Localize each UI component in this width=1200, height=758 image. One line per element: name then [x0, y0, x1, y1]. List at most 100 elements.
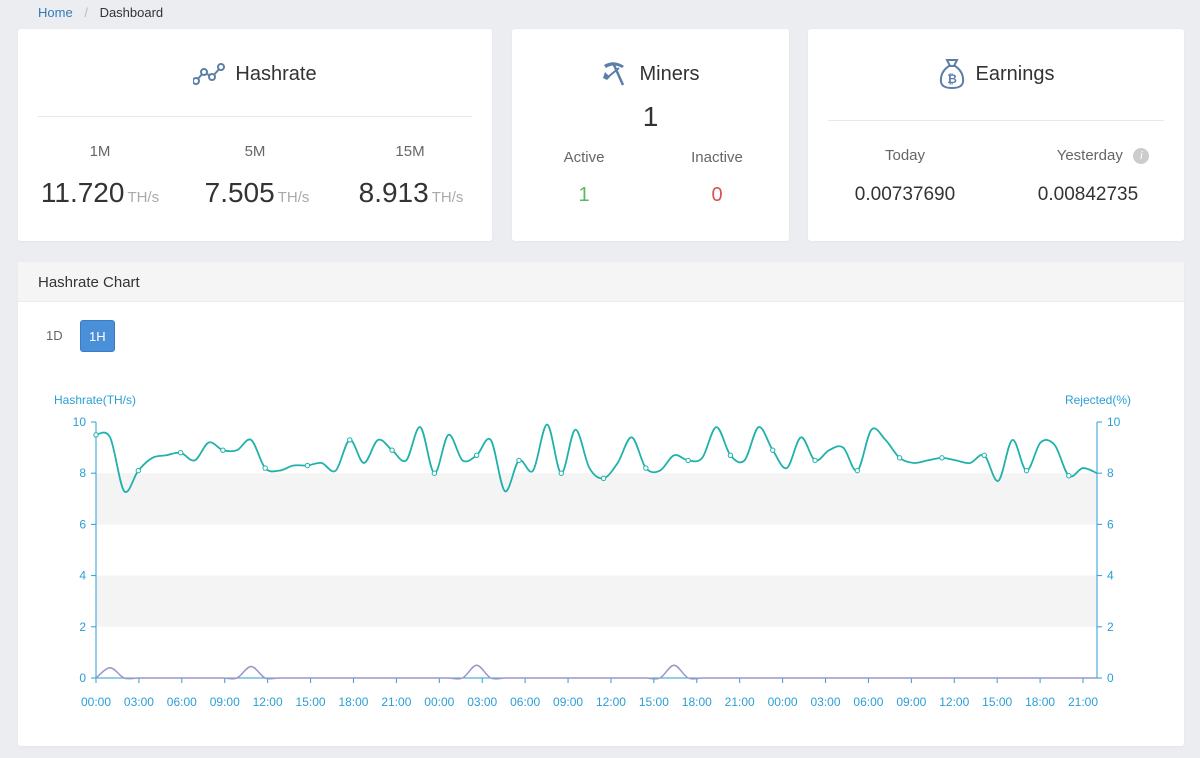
hashrate-point	[347, 437, 353, 443]
miners-total: 1	[642, 101, 659, 132]
chart-x-tick-label: 06:00	[510, 695, 540, 709]
hashrate-point	[981, 452, 987, 458]
chart-x-tick-label: 15:00	[296, 695, 326, 709]
chart-x-tick-label: 09:00	[553, 695, 583, 709]
hashrate-point	[389, 447, 395, 453]
hashrate-card: Hashrate 1M 11.720 TH/s 5M 7.505 TH/s 15M …	[18, 29, 492, 241]
svg-text:₿: ₿	[947, 72, 957, 86]
chart-x-tick-label: 09:00	[210, 695, 240, 709]
chart-y-tick-label-left: 6	[79, 517, 86, 531]
hashrate-chart: 0 0 2 2 4 4 6 6 8 8 10 10 Hashrate(TH/s) Rejected(%) 0…	[54, 393, 1131, 709]
chart-y-tick-label-left: 4	[79, 569, 86, 583]
chart-x-tick-label: 09:00	[896, 695, 926, 709]
chart-y-tick-label-right: 8	[1107, 466, 1114, 480]
chart-grid-band	[96, 473, 1097, 525]
chart-x-tick-label: 15:00	[639, 695, 669, 709]
hashrate-chart-panel: Hashrate Chart 1D 1H 0 0 2 2 4 4 6 6 8 8 10 10 Hashr…	[18, 262, 1184, 746]
chart-panel-title: Hashrate Chart	[38, 274, 140, 291]
breadcrumb-current: Dashboard	[99, 5, 164, 20]
hashrate-point	[600, 475, 607, 482]
hashrate-point	[643, 465, 649, 471]
chart-x-tick-label: 00:00	[81, 695, 111, 709]
chart-right-axis-title: Rejected(%)	[1065, 393, 1131, 407]
chart-y-tick-label-right: 10	[1107, 415, 1121, 429]
miners-inactive-value: 0	[711, 184, 723, 206]
breadcrumb-separator: /	[84, 5, 88, 20]
chart-x-tick-label: 21:00	[381, 695, 411, 709]
hashrate-point	[558, 470, 564, 476]
earnings-today-label: Today	[884, 147, 926, 164]
chart-y-tick-label-right: 6	[1107, 517, 1114, 531]
earnings-divider	[828, 120, 1164, 121]
hashrate-point	[93, 432, 99, 438]
chart-x-tick-label: 03:00	[124, 695, 154, 709]
breadcrumb: Home / Dashboard	[38, 5, 163, 20]
hashrate-divider	[38, 116, 472, 117]
chart-y-tick-label-left: 2	[79, 620, 86, 634]
chart-x-tick-label: 15:00	[982, 695, 1012, 709]
chart-x-tick-label: 21:00	[1068, 695, 1098, 709]
chart-y-tick-label-right: 0	[1107, 671, 1114, 685]
hashrate-1m-label: 1M	[89, 143, 111, 160]
hashrate-point	[304, 462, 311, 469]
earnings-card-title: Earnings	[975, 62, 1055, 85]
miners-active-value: 1	[578, 184, 590, 206]
pickaxe-icon	[601, 60, 629, 88]
hashrate-point	[1023, 467, 1030, 474]
hashrate-point	[262, 465, 268, 471]
miners-inactive-label: Inactive	[691, 149, 743, 166]
chart-y-tick-label-left: 10	[73, 415, 87, 429]
hashrate-point	[473, 452, 480, 458]
chart-y-tick-label-left: 8	[79, 466, 86, 480]
hashrate-point	[1066, 473, 1072, 479]
chart-x-tick-label: 18:00	[1025, 695, 1055, 709]
chart-x-tick-label: 00:00	[424, 695, 454, 709]
chart-x-tick-label: 18:00	[682, 695, 712, 709]
hashrate-card-title: Hashrate	[235, 62, 317, 85]
hashrate-point	[177, 450, 184, 456]
hashrate-point	[431, 470, 438, 476]
chart-y-tick-label-right: 2	[1107, 620, 1114, 634]
chart-x-tick-label: 06:00	[167, 695, 197, 709]
breadcrumb-home-link[interactable]: Home	[38, 5, 73, 20]
chart-x-tick-label: 18:00	[338, 695, 368, 709]
range-1h-button[interactable]: 1H	[80, 320, 115, 352]
earnings-card-header: ₿ Earnings	[808, 59, 1184, 90]
rejected-series-line	[95, 664, 1097, 680]
chart-left-axis-title: Hashrate(TH/s)	[54, 393, 136, 407]
miners-card-header: Miners	[512, 59, 789, 89]
chart-x-tick-label: 00:00	[768, 695, 798, 709]
miners-card: Miners 1 Active 1 Inactive 0	[512, 29, 789, 241]
hashrate-5m-value: 7.505 TH/s	[204, 177, 310, 208]
range-1d-button[interactable]: 1D	[46, 328, 63, 343]
miners-active-label: Active	[563, 149, 605, 166]
hashrate-line-icon	[193, 63, 226, 85]
chart-y-tick-label-right: 4	[1107, 569, 1114, 583]
chart-x-tick-label: 03:00	[467, 695, 497, 709]
chart-x-tick-label: 12:00	[596, 695, 626, 709]
hashrate-point	[939, 455, 945, 461]
chart-panel-header: Hashrate Chart	[18, 262, 1184, 302]
miners-card-title: Miners	[639, 62, 700, 85]
hashrate-point	[516, 457, 522, 464]
info-icon[interactable]: i	[1133, 147, 1150, 164]
hashrate-point	[135, 467, 141, 474]
hashrate-point	[685, 457, 691, 464]
earnings-yesterday-label: Yesterday i	[1028, 147, 1178, 165]
hashrate-point	[220, 447, 226, 453]
earnings-today-value: 0.00737690	[854, 184, 956, 205]
earnings-yesterday-value: 0.00842735	[1037, 184, 1139, 205]
hashrate-point	[854, 467, 861, 474]
hashrate-point	[896, 455, 903, 461]
hashrate-1m-value: 11.720 TH/s	[40, 177, 160, 208]
earnings-card: ₿ Earnings Today 0.00737690 Yesterday i …	[808, 29, 1184, 241]
chart-x-tick-label: 06:00	[853, 695, 883, 709]
chart-y-tick-label-left: 0	[79, 671, 86, 685]
chart-grid-band	[96, 575, 1097, 627]
hashrate-point	[727, 452, 734, 458]
hashrate-15m-label: 15M	[395, 143, 425, 160]
hashrate-point	[770, 447, 776, 453]
hashrate-15m-value: 8.913 TH/s	[358, 177, 464, 208]
hashrate-5m-label: 5M	[244, 143, 266, 160]
chart-x-tick-label: 12:00	[253, 695, 283, 709]
